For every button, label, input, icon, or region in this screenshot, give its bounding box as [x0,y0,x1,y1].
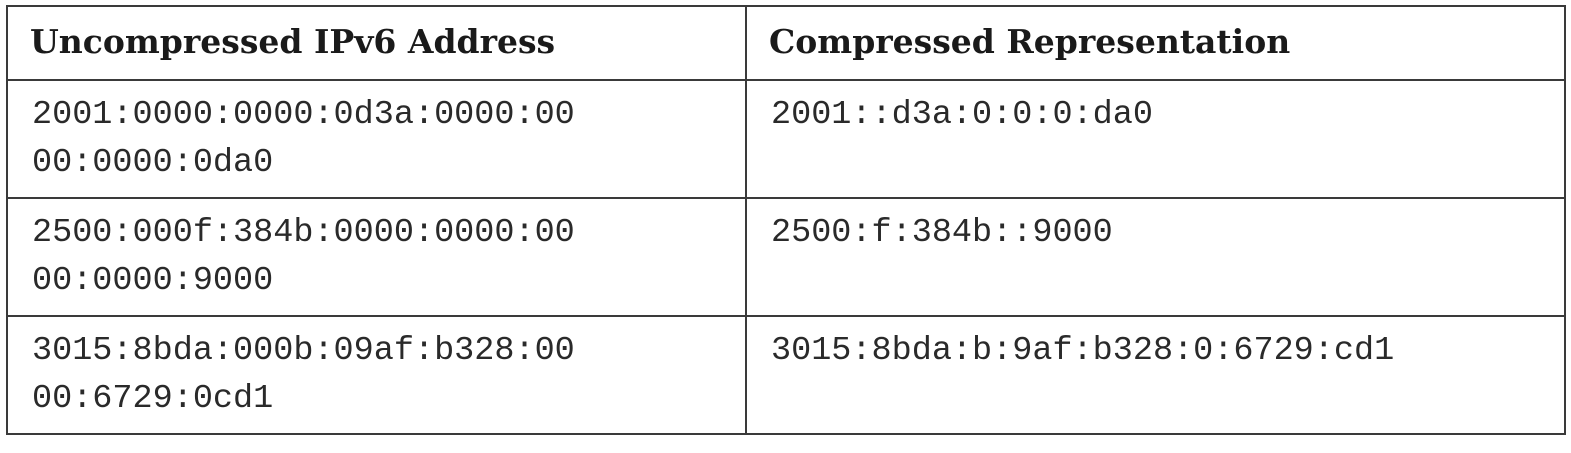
table-row: 2001:0000:0000:0d3a:0000:00 00:0000:0da0 … [6,79,1566,199]
uncompressed-line: 00:0000:9000 [32,262,274,300]
header-uncompressed: Uncompressed IPv6 Address [6,5,747,81]
table-header-row: Uncompressed IPv6 Address Compressed Rep… [6,5,1566,81]
uncompressed-line: 00:6729:0cd1 [32,380,274,418]
uncompressed-cell: 2500:000f:384b:0000:0000:00 00:0000:9000 [6,197,747,317]
uncompressed-cell: 2001:0000:0000:0d3a:0000:00 00:0000:0da0 [6,79,747,199]
compressed-cell: 2500:f:384b::9000 [745,197,1566,317]
compressed-cell: 3015:8bda:b:9af:b328:0:6729:cd1 [745,315,1566,435]
table-row: 3015:8bda:000b:09af:b328:00 00:6729:0cd1 … [6,315,1566,435]
compressed-cell: 2001::d3a:0:0:0:da0 [745,79,1566,199]
uncompressed-line: 2500:000f:384b:0000:0000:00 [32,214,575,252]
ipv6-address-table: Uncompressed IPv6 Address Compressed Rep… [6,5,1566,435]
uncompressed-line: 3015:8bda:000b:09af:b328:00 [32,332,575,370]
table-row: 2500:000f:384b:0000:0000:00 00:0000:9000 … [6,197,1566,317]
uncompressed-line: 2001:0000:0000:0d3a:0000:00 [32,96,575,134]
uncompressed-cell: 3015:8bda:000b:09af:b328:00 00:6729:0cd1 [6,315,747,435]
header-compressed: Compressed Representation [745,5,1566,81]
uncompressed-line: 00:0000:0da0 [32,144,274,182]
